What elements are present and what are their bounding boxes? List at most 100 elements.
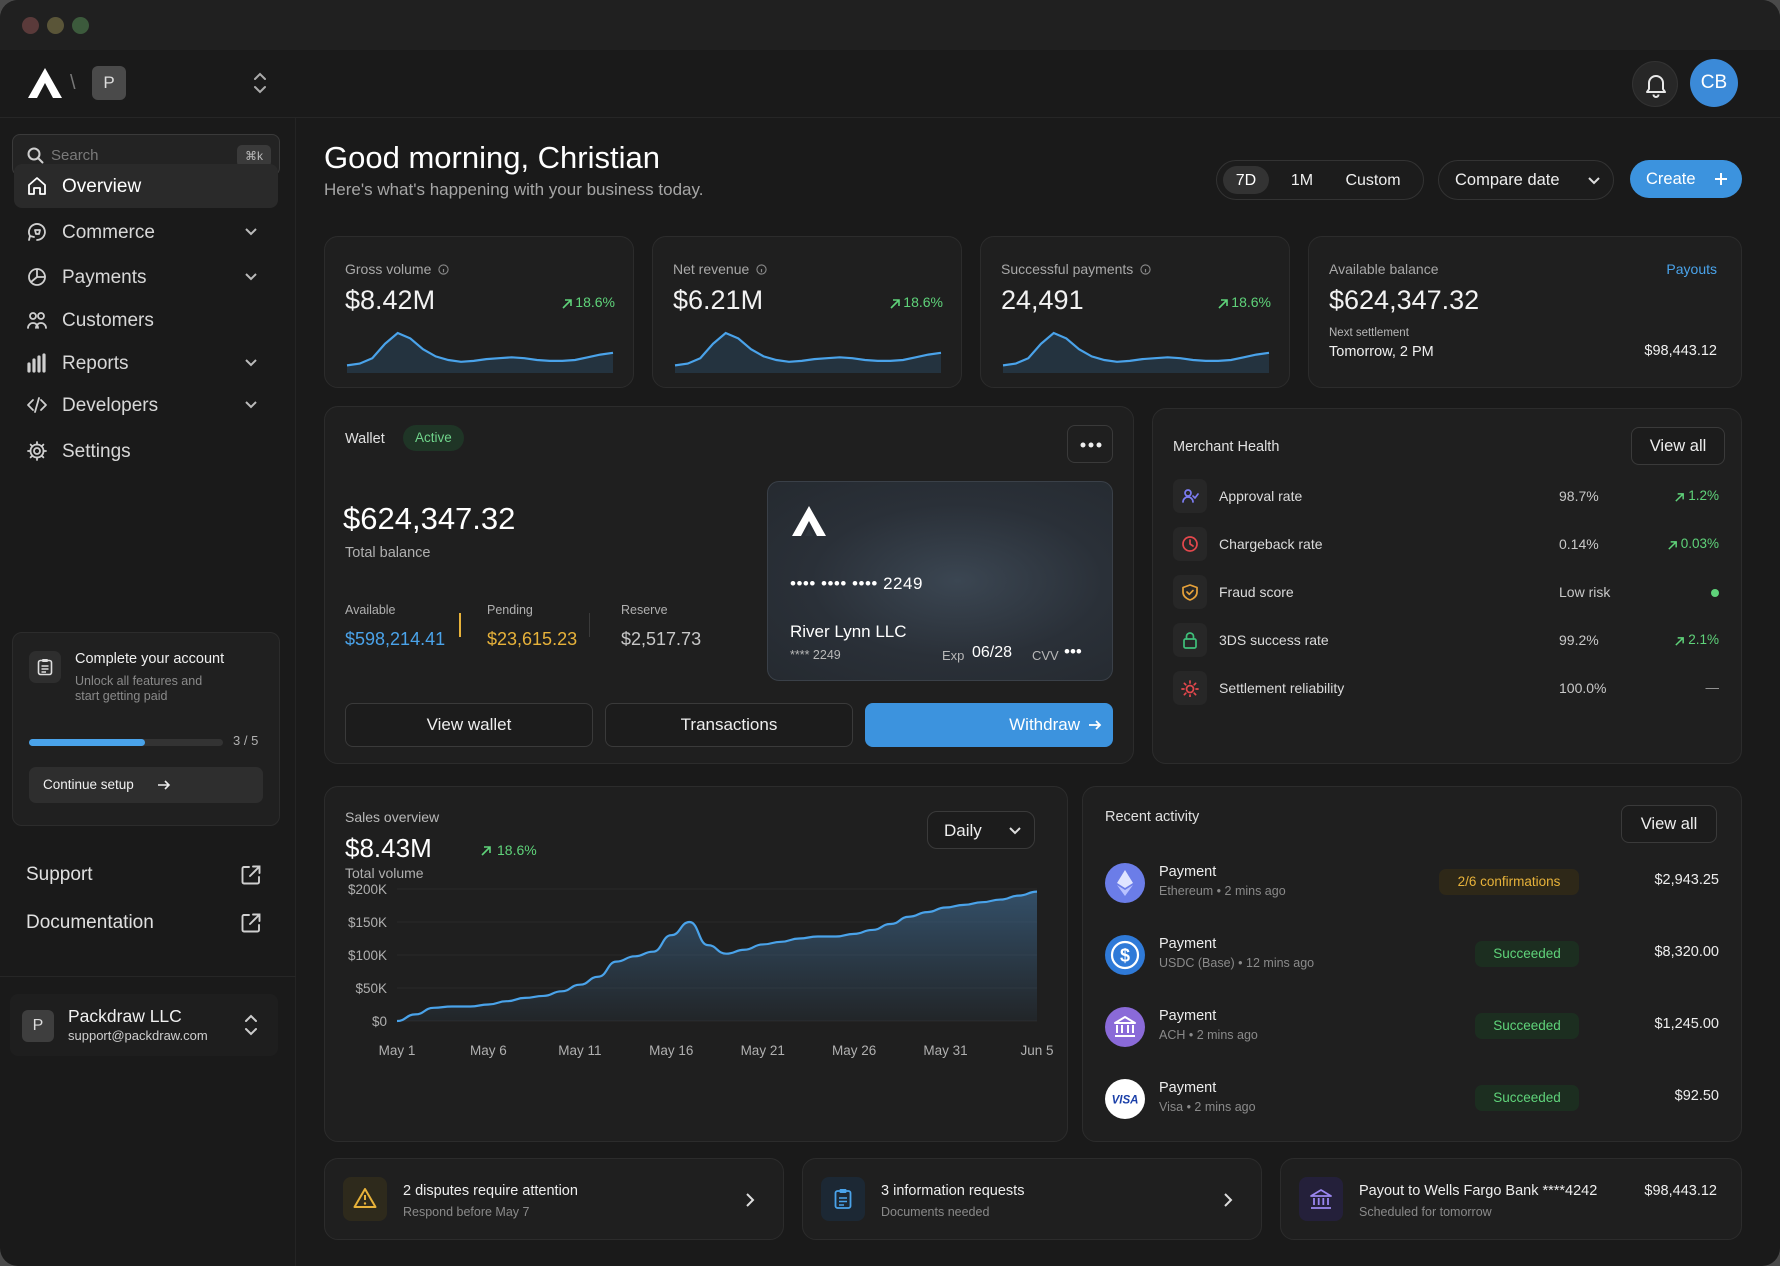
sales-point[interactable] [869,927,875,933]
reserve-label: Reserve [621,603,668,617]
compare-date-dropdown[interactable]: Compare date [1438,160,1614,200]
sales-point[interactable] [577,982,583,988]
sparkline-line [674,331,942,367]
sales-point[interactable] [559,988,565,994]
sales-point[interactable] [650,949,656,955]
sales-point[interactable] [1034,889,1040,895]
activity-row[interactable]: VISA Payment Visa • 2 mins ago Succeeded $92… [1083,1071,1743,1127]
requests-icon-box [821,1177,865,1221]
sales-point[interactable] [833,934,839,940]
sales-point[interactable] [668,932,674,938]
sales-point[interactable] [979,899,985,905]
sales-point[interactable] [906,914,912,920]
documentation-link[interactable]: Documentation [14,902,278,944]
info-icon[interactable] [438,264,449,275]
range-1m-button[interactable]: 1M [1279,166,1325,194]
sales-point[interactable] [851,931,857,937]
sales-point[interactable] [815,934,821,940]
user-avatar[interactable]: CB [1690,59,1738,107]
brand-logo-icon[interactable] [26,66,64,100]
stat-card-net-revenue: Net revenue $6.21M 18.6% [652,236,962,388]
withdraw-label: Withdraw [1009,715,1080,734]
more-icon [1080,442,1102,448]
wallet-more-button[interactable] [1067,425,1113,463]
payment-card[interactable]: •••• •••• •••• 2249 River Lynn LLC **** … [767,481,1113,681]
range-1m-label: 1M [1290,172,1314,189]
usdc-icon: $ [1105,935,1145,975]
withdraw-button[interactable]: Withdraw [865,703,1113,747]
sales-point[interactable] [522,995,528,1001]
sidebar-item-label: Settings [62,441,131,462]
sidebar-divider [0,976,296,977]
sales-point[interactable] [540,993,546,999]
minimize-window-button[interactable] [47,17,64,34]
sales-point[interactable] [1016,893,1022,899]
activity-row[interactable]: Payment Ethereum • 2 mins ago 2/6 confirma… [1083,855,1743,911]
sales-point[interactable] [632,953,638,959]
information-requests-alert[interactable]: 3 information requests Documents needed [802,1158,1262,1240]
workspace-switcher-icon[interactable] [250,70,270,96]
activity-view-all-button[interactable]: View all [1621,805,1717,843]
sales-point[interactable] [467,1003,473,1009]
sidebar-item-overview[interactable]: Overview [14,164,278,208]
sidebar-item-customers[interactable]: Customers [14,298,278,342]
sales-point[interactable] [796,936,802,942]
sidebar-item-reports[interactable]: Reports [14,341,278,385]
info-icon[interactable] [756,264,767,275]
sales-point[interactable] [778,939,784,945]
chevron-down-icon [1588,177,1600,185]
sales-point[interactable] [705,942,711,948]
range-7d-button[interactable]: 7D [1223,166,1269,194]
sales-point[interactable] [504,998,510,1004]
activity-row[interactable]: Payment ACH • 2 mins ago Succeeded $1,245.0… [1083,999,1743,1055]
info-icon[interactable] [1140,264,1151,275]
workspace-avatar[interactable]: P [92,66,126,100]
bank-icon [1105,1007,1145,1047]
notifications-button[interactable] [1632,61,1678,107]
sales-point[interactable] [485,1002,491,1008]
sales-point[interactable] [687,919,693,925]
sales-point[interactable] [741,947,747,953]
continue-setup-button[interactable]: Continue setup [29,767,263,803]
sales-point[interactable] [595,974,601,980]
plus-icon [1715,173,1727,185]
sales-point[interactable] [723,951,729,957]
sales-point[interactable] [412,1011,418,1017]
sidebar-item-label: Developers [62,395,159,416]
trend-up-icon [1675,493,1684,502]
range-custom-button[interactable]: Custom [1329,166,1417,194]
health-view-all-button[interactable]: View all [1631,427,1725,465]
period-dropdown[interactable]: Daily [927,811,1035,849]
create-button[interactable]: Create [1630,160,1742,198]
org-switcher[interactable]: P Packdraw LLC support@packdraw.com [10,994,278,1056]
chevron-down-icon [1009,827,1021,835]
disputes-alert[interactable]: 2 disputes require attention Respond bef… [324,1158,784,1240]
close-window-button[interactable] [22,17,39,34]
payouts-link[interactable]: Payouts [1666,261,1717,277]
payout-alert[interactable]: Payout to Wells Fargo Bank ****4242 Sche… [1280,1158,1742,1240]
sales-point[interactable] [449,1003,455,1009]
sales-point[interactable] [431,1005,437,1011]
health-label: 3DS success rate [1219,632,1329,648]
sidebar-item-developers[interactable]: Developers [14,383,278,427]
sales-point[interactable] [394,1018,400,1024]
sales-point[interactable] [760,941,766,947]
activity-amount: $8,320.00 [1654,944,1719,960]
view-wallet-button[interactable]: View wallet [345,703,593,747]
support-link[interactable]: Support [14,854,278,896]
sidebar-item-settings[interactable]: Settings [14,429,278,473]
sales-point[interactable] [997,897,1003,903]
sales-point[interactable] [943,904,949,910]
sales-point[interactable] [613,959,619,965]
sales-point[interactable] [924,909,930,915]
maximize-window-button[interactable] [72,17,89,34]
activity-amount: $1,245.00 [1654,1016,1719,1032]
sidebar-item-payments[interactable]: Payments [14,255,278,299]
date-range-selector: 7D 1M Custom [1216,160,1424,200]
transactions-button[interactable]: Transactions [605,703,853,747]
sidebar-item-commerce[interactable]: Commerce [14,210,278,254]
activity-row[interactable]: $ Payment USDC (Base) • 12 mins ago Succeed… [1083,927,1743,983]
sales-point[interactable] [961,902,967,908]
sales-point[interactable] [888,921,894,927]
